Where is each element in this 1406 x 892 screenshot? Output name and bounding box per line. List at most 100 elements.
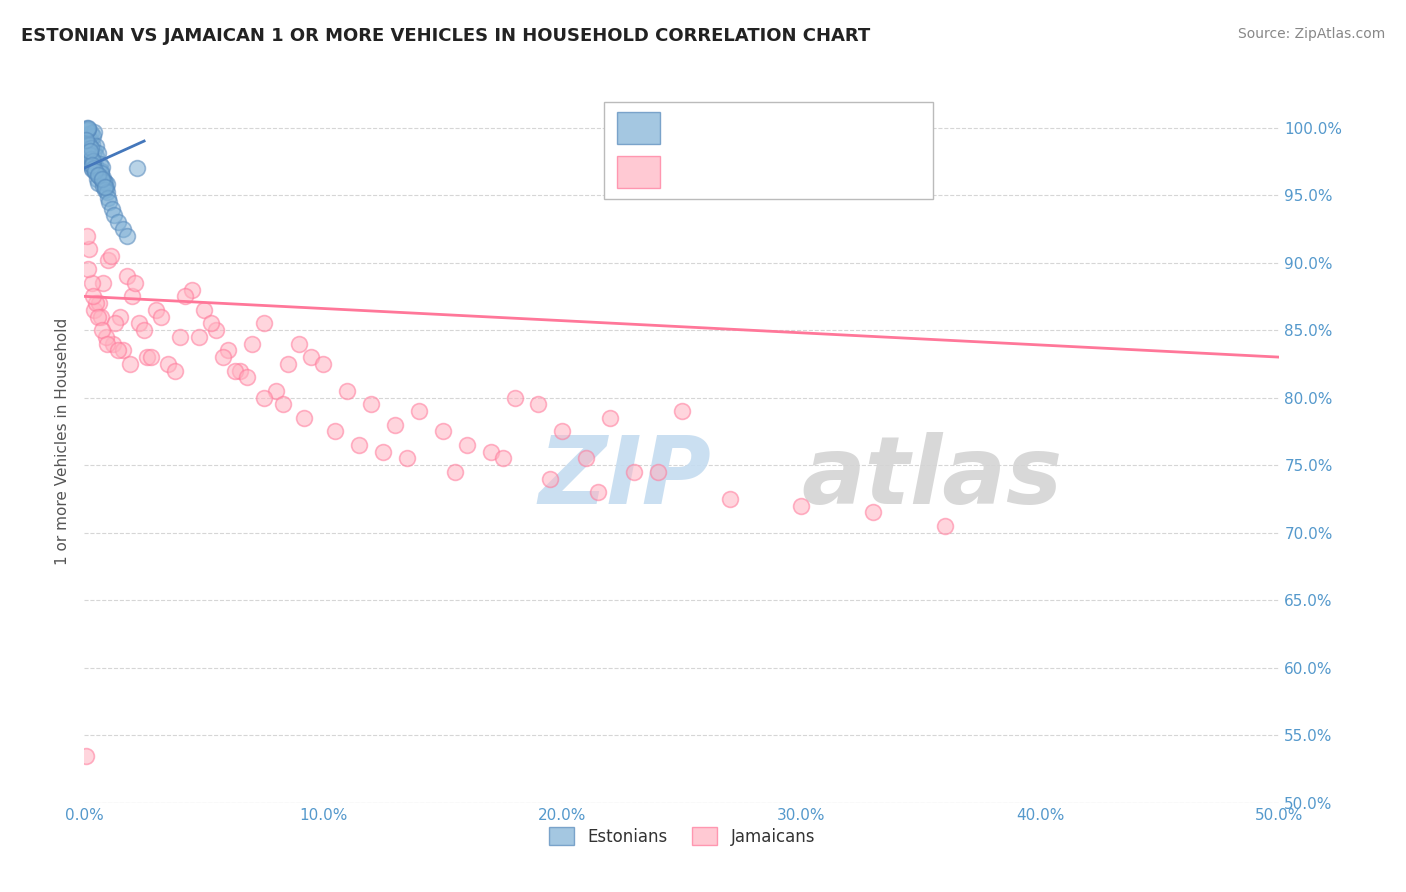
Point xyxy=(456,438,478,452)
Point xyxy=(77,130,100,145)
Point xyxy=(79,144,101,158)
Point xyxy=(336,384,359,398)
Point xyxy=(79,155,101,169)
Point xyxy=(101,202,124,216)
Point xyxy=(145,302,167,317)
Point xyxy=(540,472,562,486)
Point xyxy=(444,465,467,479)
Point xyxy=(93,175,115,189)
Point xyxy=(87,168,110,182)
Point xyxy=(277,357,299,371)
Point xyxy=(90,173,112,187)
Point xyxy=(77,138,100,153)
Point xyxy=(82,154,104,169)
Point xyxy=(83,125,105,139)
Point xyxy=(77,120,100,135)
Point xyxy=(77,150,100,164)
Point xyxy=(117,269,139,284)
Text: Source: ZipAtlas.com: Source: ZipAtlas.com xyxy=(1237,27,1385,41)
Point xyxy=(75,147,97,161)
Point xyxy=(80,161,103,175)
Point xyxy=(76,123,98,137)
Point xyxy=(173,289,195,303)
Point xyxy=(181,283,204,297)
Point xyxy=(240,336,263,351)
Point xyxy=(91,323,114,337)
Point xyxy=(75,133,97,147)
Point xyxy=(90,166,112,180)
Point xyxy=(82,128,104,143)
Point xyxy=(86,149,108,163)
Point xyxy=(312,357,335,371)
Point xyxy=(212,350,235,364)
Legend: Estonians, Jamaicans: Estonians, Jamaicans xyxy=(543,821,821,852)
Point xyxy=(90,172,112,186)
Point xyxy=(93,276,115,290)
Point xyxy=(94,330,117,344)
Point xyxy=(121,289,143,303)
Point xyxy=(200,317,222,331)
Point xyxy=(91,178,114,193)
Point xyxy=(862,505,884,519)
Point xyxy=(253,391,276,405)
Point xyxy=(157,357,180,371)
Point xyxy=(87,176,110,190)
Point xyxy=(75,748,97,763)
Point xyxy=(83,302,105,317)
Point xyxy=(83,163,105,178)
Point xyxy=(408,404,430,418)
Point xyxy=(79,147,101,161)
Point xyxy=(86,146,108,161)
Point xyxy=(83,144,105,158)
Y-axis label: 1 or more Vehicles in Household: 1 or more Vehicles in Household xyxy=(55,318,70,566)
Point xyxy=(360,397,382,411)
Text: atlas: atlas xyxy=(801,432,1063,524)
Point xyxy=(94,183,117,197)
Point xyxy=(492,451,515,466)
Point xyxy=(718,491,741,506)
Point xyxy=(87,168,110,182)
Point xyxy=(205,323,228,337)
Point xyxy=(575,451,598,466)
Point xyxy=(80,126,103,140)
Point xyxy=(165,364,187,378)
Point xyxy=(599,411,621,425)
Point xyxy=(82,289,104,303)
Point xyxy=(107,215,129,229)
Point xyxy=(80,152,103,166)
Point xyxy=(934,519,956,533)
Point xyxy=(77,262,100,277)
Point xyxy=(96,336,118,351)
Point xyxy=(236,370,259,384)
Point xyxy=(432,425,454,439)
Point xyxy=(671,404,693,418)
Point xyxy=(373,444,395,458)
Text: ESTONIAN VS JAMAICAN 1 OR MORE VEHICLES IN HOUSEHOLD CORRELATION CHART: ESTONIAN VS JAMAICAN 1 OR MORE VEHICLES … xyxy=(21,27,870,45)
Point xyxy=(93,175,115,189)
Point xyxy=(349,438,371,452)
Point xyxy=(86,172,108,186)
Point xyxy=(551,425,574,439)
Point xyxy=(253,317,276,331)
Point xyxy=(118,357,141,371)
Point xyxy=(83,161,105,175)
Point xyxy=(229,364,252,378)
Point xyxy=(80,158,103,172)
Point xyxy=(82,153,104,167)
Point xyxy=(104,317,127,331)
Point xyxy=(94,181,117,195)
Point xyxy=(93,170,115,185)
Point xyxy=(80,141,103,155)
Point xyxy=(132,323,156,337)
Point xyxy=(623,465,645,479)
Point xyxy=(75,136,97,150)
Point xyxy=(141,350,163,364)
Point xyxy=(647,465,669,479)
Point xyxy=(91,160,114,174)
Point xyxy=(503,391,526,405)
Point xyxy=(396,451,419,466)
Point xyxy=(479,444,502,458)
Point xyxy=(79,145,101,159)
Point xyxy=(97,252,120,267)
Point xyxy=(271,397,294,411)
